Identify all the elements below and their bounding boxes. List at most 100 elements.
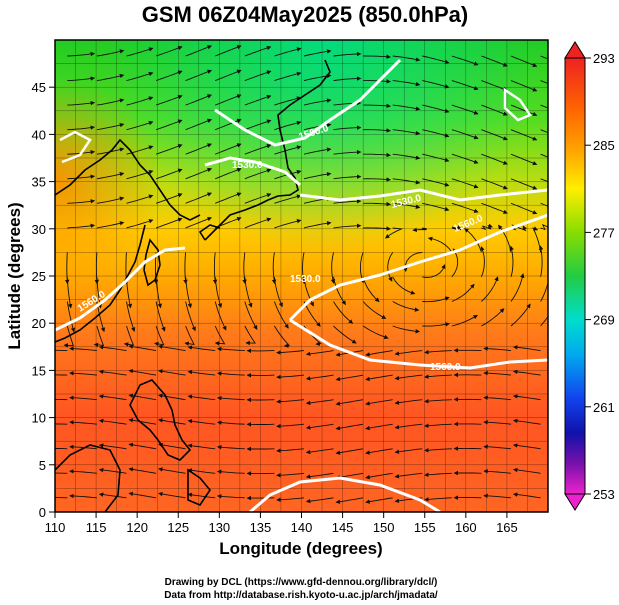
streamline [303, 301, 321, 327]
streamline [64, 252, 70, 285]
streamline [276, 497, 305, 502]
streamline [63, 325, 74, 348]
streamline [276, 472, 305, 478]
streamline [244, 168, 272, 180]
streamline [451, 178, 479, 189]
streamline [126, 71, 154, 82]
streamline [216, 444, 245, 450]
streamline [126, 47, 154, 57]
streamline [365, 497, 393, 504]
streamline [244, 144, 272, 155]
streamline [215, 69, 242, 82]
streamline [394, 448, 423, 454]
streamline [335, 448, 364, 455]
y-tick-label: 20 [32, 316, 46, 331]
streamline [512, 443, 541, 450]
streamline [303, 147, 332, 155]
streamline [69, 395, 97, 401]
streamline [394, 472, 423, 479]
contour-line [503, 87, 532, 122]
streamline [392, 276, 416, 295]
streamline [392, 153, 421, 160]
streamline [394, 374, 423, 381]
streamline [451, 225, 463, 231]
streamline [123, 325, 135, 347]
streamline [483, 370, 512, 376]
streamline [451, 153, 479, 164]
streamline [464, 228, 482, 253]
streamline [158, 491, 186, 499]
streamline [333, 301, 354, 324]
streamline [451, 283, 475, 302]
streamline [451, 80, 479, 91]
streamline [424, 448, 452, 453]
streamline [481, 276, 499, 302]
streamline [392, 80, 421, 87]
streamline [96, 73, 125, 82]
colorbar: 293 285 277 269 261 253 [564, 41, 615, 511]
streamline [305, 423, 334, 430]
streamline [451, 202, 479, 213]
streamline [96, 98, 125, 106]
streamline [510, 273, 525, 302]
streamline [481, 178, 508, 190]
streamline [510, 129, 538, 141]
streamline [274, 325, 291, 348]
streamline [69, 371, 97, 376]
y-tick-label: 25 [32, 269, 46, 284]
streamline [216, 420, 245, 425]
streamline [333, 125, 362, 131]
streamline [274, 71, 302, 82]
y-tick-label: 0 [39, 505, 46, 520]
streamline [126, 194, 154, 204]
streamline [512, 394, 541, 401]
streamline [214, 301, 227, 331]
streamline [183, 252, 188, 285]
streamline [512, 492, 541, 499]
streamline [216, 395, 245, 401]
wind-streamlines [55, 45, 548, 504]
coastline-japan [198, 59, 331, 241]
streamline [333, 51, 362, 57]
streamline [155, 168, 183, 180]
streamline [126, 219, 154, 229]
streamline [98, 418, 127, 425]
streamline [67, 51, 96, 57]
streamline [185, 216, 212, 229]
streamline [67, 76, 96, 82]
streamline [510, 153, 538, 166]
streamline [185, 94, 212, 106]
streamline [216, 371, 245, 376]
streamline [365, 399, 393, 406]
streamline [96, 172, 125, 180]
streamline [422, 178, 450, 187]
contour-line [288, 213, 548, 322]
streamline [301, 252, 306, 285]
streamline [394, 399, 423, 405]
streamline [512, 467, 541, 474]
streamline [451, 55, 479, 66]
streamline [365, 374, 393, 382]
streamline [155, 193, 183, 204]
streamline [155, 217, 183, 229]
streamline [69, 469, 97, 474]
streamline [333, 76, 362, 82]
streamline [394, 423, 423, 430]
streamline [335, 374, 364, 382]
streamline [481, 80, 508, 92]
streamline [392, 55, 421, 62]
streamline [392, 202, 421, 209]
streamline [67, 125, 96, 131]
credit-data: Data from http://database.rish.kyoto-u.a… [164, 590, 438, 601]
streamline [98, 345, 127, 352]
x-tick-label: 150 [373, 520, 395, 535]
streamline [185, 167, 212, 180]
streamline [244, 301, 258, 330]
contour-line [299, 188, 548, 202]
streamline [67, 223, 96, 229]
streamline [510, 104, 538, 117]
streamline [158, 344, 186, 352]
streamline [158, 393, 186, 401]
x-tick-label: 115 [86, 520, 107, 535]
colorbar-tick-label: 293 [593, 51, 615, 66]
